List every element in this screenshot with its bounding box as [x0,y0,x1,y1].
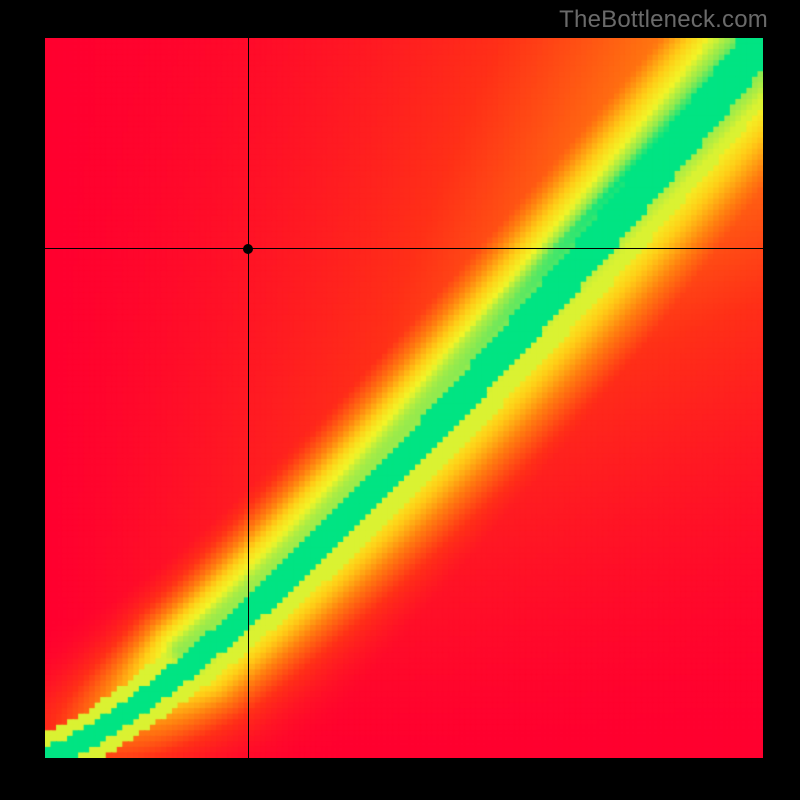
watermark-text: TheBottleneck.com [559,6,768,34]
bottleneck-heatmap [45,38,763,758]
selection-marker [243,244,253,254]
